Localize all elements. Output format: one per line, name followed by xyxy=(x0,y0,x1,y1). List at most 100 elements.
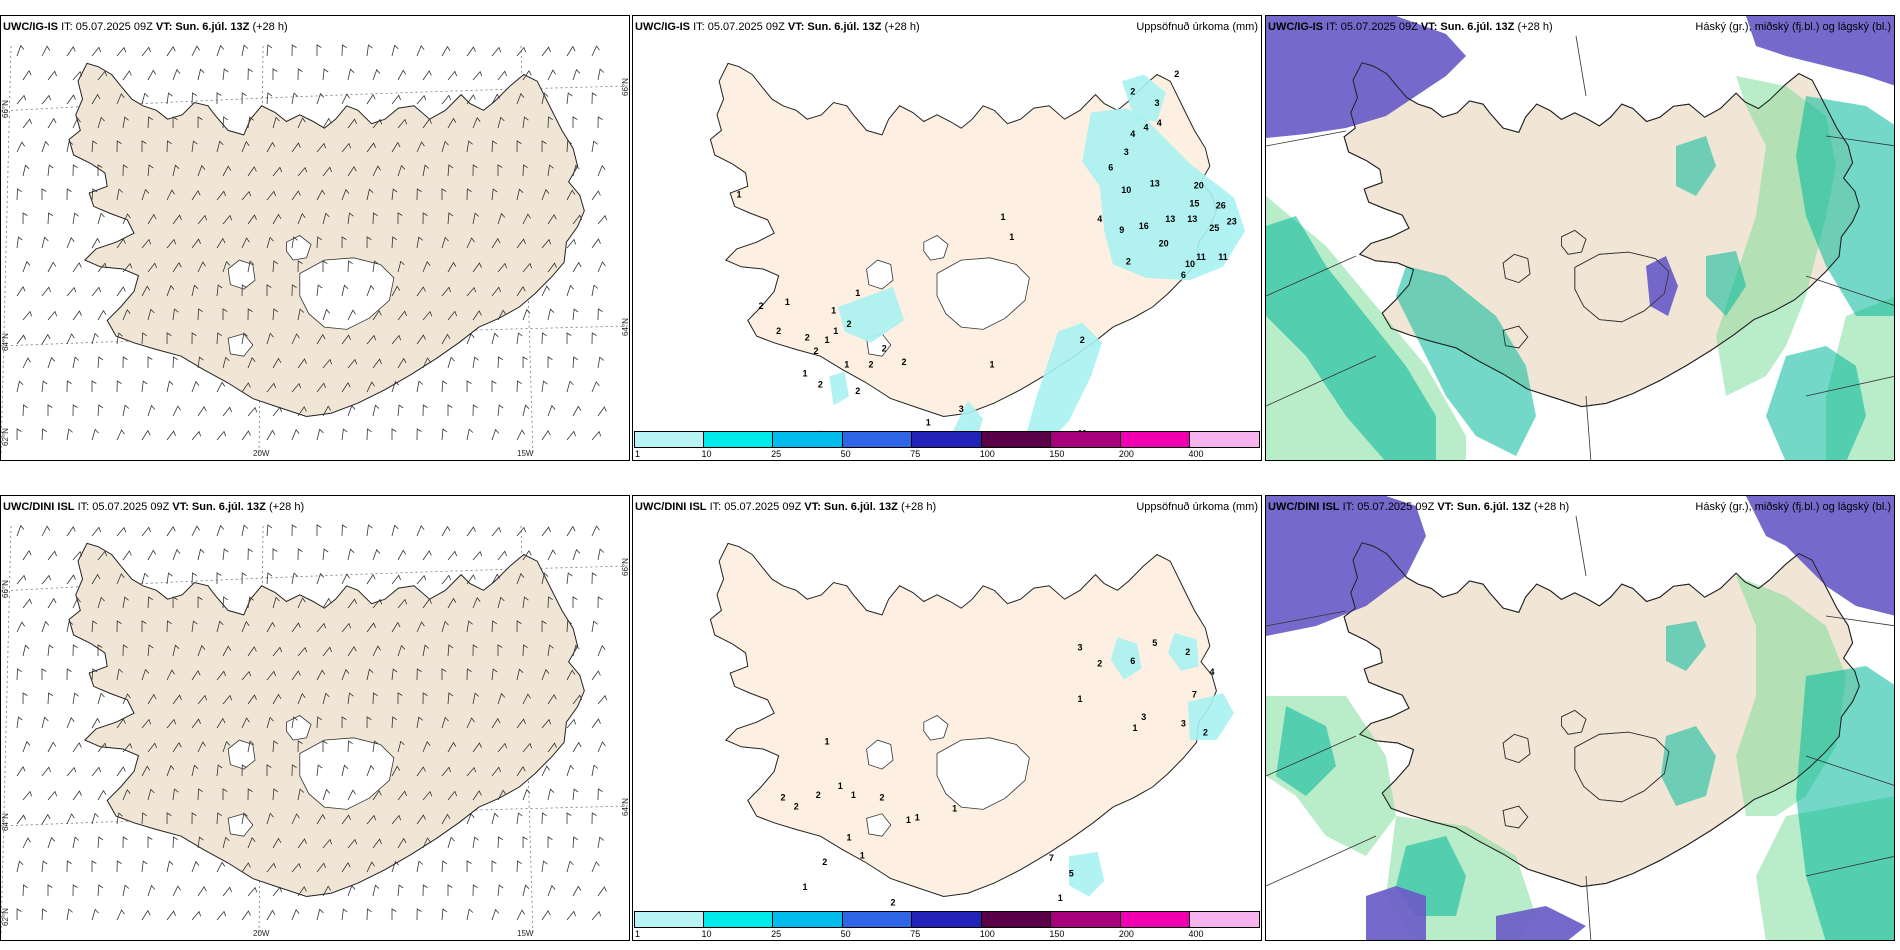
wind-barb xyxy=(591,190,601,201)
wind-barb xyxy=(466,574,476,585)
wind-barb xyxy=(272,693,282,705)
wind-barb xyxy=(566,92,573,105)
wind-barb xyxy=(316,669,326,681)
wind-barb xyxy=(272,406,283,417)
wind-barb xyxy=(22,212,28,225)
precip-value-label: 2 xyxy=(780,792,785,802)
wind-barb xyxy=(241,812,248,825)
wind-barb xyxy=(247,356,256,369)
domain-boundary xyxy=(1266,255,1357,297)
wind-barb xyxy=(347,692,354,705)
precip-value-label: 11 xyxy=(1218,252,1228,262)
wind-barb xyxy=(441,766,452,777)
wind-barb xyxy=(572,261,582,273)
wind-barb xyxy=(66,140,74,153)
wind-barb xyxy=(491,860,497,872)
precip-value-label: 2 xyxy=(1185,647,1190,657)
wind-barb xyxy=(191,572,197,585)
wind-barb xyxy=(522,742,533,753)
wind-barb xyxy=(166,380,174,393)
wind-barb xyxy=(147,262,157,273)
wind-barb xyxy=(422,550,432,561)
wind-barb xyxy=(422,404,428,417)
wind-barb xyxy=(22,260,31,273)
wind-barb xyxy=(472,262,482,273)
wind-barb xyxy=(591,92,597,105)
colorbar-swatch xyxy=(842,911,913,928)
wind-barb xyxy=(372,404,380,417)
wind-barb xyxy=(466,140,473,153)
wind-barb xyxy=(122,644,128,657)
wind-barb xyxy=(497,70,507,81)
wind-barb xyxy=(291,862,302,873)
wind-barb xyxy=(422,740,431,753)
precip-value-label: 11 xyxy=(1196,252,1206,262)
wind-barb xyxy=(597,836,604,849)
wind-barb xyxy=(191,620,198,633)
wind-barb xyxy=(566,380,574,393)
wind-barb xyxy=(322,166,332,177)
wind-barb xyxy=(347,166,357,177)
wind-barb xyxy=(141,332,148,345)
wind-barb xyxy=(166,140,172,153)
wind-barb xyxy=(566,45,576,57)
wind-barb xyxy=(572,788,579,801)
wind-barb xyxy=(91,286,102,297)
wind-barb xyxy=(372,838,382,849)
wind-barb xyxy=(541,909,551,921)
wind-barb xyxy=(141,526,151,537)
wind-barb xyxy=(522,262,533,273)
wind-barb xyxy=(347,404,356,417)
precip-value-label: 1 xyxy=(844,359,849,369)
wind-barb xyxy=(141,429,151,441)
wind-barb xyxy=(72,692,79,705)
wind-barb xyxy=(472,356,479,369)
wind-barb xyxy=(497,692,506,705)
wind-barb xyxy=(541,285,550,297)
cloud-map xyxy=(1266,16,1894,460)
wind-barb xyxy=(291,236,298,249)
wind-barb xyxy=(266,621,276,633)
wind-barb xyxy=(41,766,51,777)
wind-barb xyxy=(322,308,331,321)
wind-barb xyxy=(216,381,226,393)
wind-barb xyxy=(316,236,323,249)
wind-barb xyxy=(97,164,103,176)
wind-barb xyxy=(16,814,26,825)
wind-barb xyxy=(341,716,347,729)
wind-barb xyxy=(16,621,26,633)
wind-barb xyxy=(366,44,373,57)
wind-barb xyxy=(222,596,229,609)
wind-barb xyxy=(491,668,498,681)
latitude-label: 62°N xyxy=(1,428,10,446)
wind-barb xyxy=(122,550,132,561)
wind-barb xyxy=(66,620,74,633)
wind-barb xyxy=(447,261,457,273)
wind-barb xyxy=(566,238,577,249)
wind-barb xyxy=(547,213,557,225)
wind-barb xyxy=(372,118,383,129)
wind-barb xyxy=(197,214,208,225)
wind-barb xyxy=(47,356,56,369)
wind-barb xyxy=(97,596,105,609)
wind-barb xyxy=(291,670,301,681)
wind-barb xyxy=(41,668,47,680)
wind-barb xyxy=(391,524,399,537)
wind-barb xyxy=(266,429,276,441)
precip-colorbar: 1 10 25 50 75 100 150 200 400 xyxy=(633,911,1261,940)
wind-barb xyxy=(316,572,325,585)
wind-barb xyxy=(47,310,58,321)
wind-barb xyxy=(516,860,522,873)
wind-barb xyxy=(572,308,579,321)
colorbar-swatch xyxy=(1190,431,1260,448)
wind-barb xyxy=(247,836,256,849)
wind-barb xyxy=(391,765,401,777)
precip-value-label: 13 xyxy=(1165,214,1175,224)
wind-barb xyxy=(391,334,402,345)
colorbar-tick-label: 50 xyxy=(840,929,851,939)
glacier-outline xyxy=(1560,229,1587,255)
precip-value-label: 3 xyxy=(1181,719,1186,729)
wind-barb xyxy=(72,742,82,753)
wind-barb xyxy=(347,548,355,561)
wind-barb xyxy=(222,548,229,561)
